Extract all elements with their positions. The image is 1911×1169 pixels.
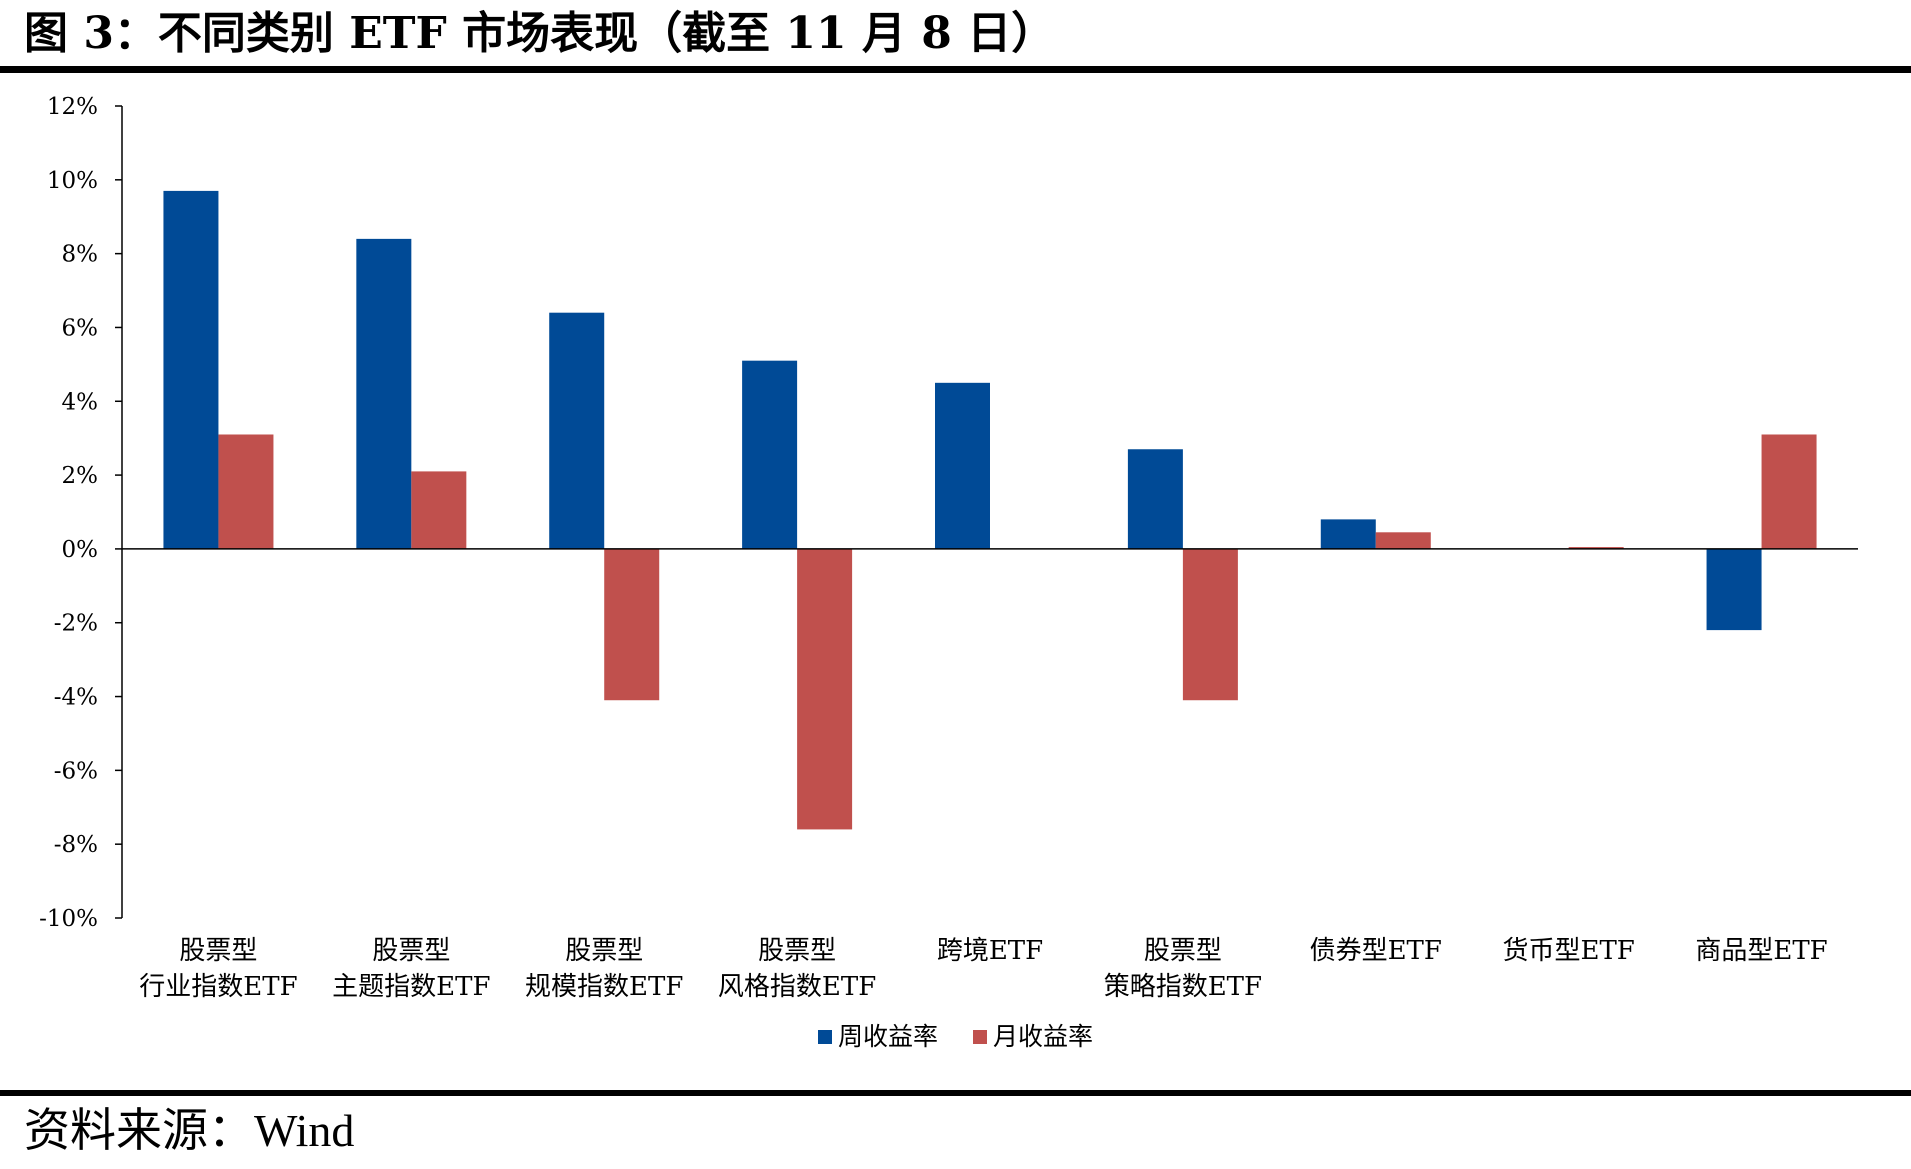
x-tick-label-1-2: 行业指数ETF <box>139 972 297 1002</box>
y-tick-label-9: -4% <box>54 685 98 711</box>
x-tick-label-3-1: 股票型 <box>565 936 643 966</box>
y-tick-label-12: -10% <box>39 906 98 932</box>
bar-weekly-9 <box>1706 548 1762 631</box>
legend: 周收益率 月收益率 <box>818 1022 1093 1051</box>
bar-monthly-8 <box>1568 547 1624 549</box>
x-tick-label-2-2: 主题指数ETF <box>332 972 490 1002</box>
source-value: Wind <box>254 1105 355 1156</box>
y-tick-label-4: 6% <box>62 315 99 341</box>
bar-weekly-3 <box>549 312 605 549</box>
y-tick-label-6: 2% <box>62 463 99 489</box>
y-tick-label-8: -2% <box>54 611 98 637</box>
x-tick-label-4-1: 股票型 <box>758 936 836 966</box>
x-tick-label-3-2: 规模指数ETF <box>525 972 683 1002</box>
bar-monthly-2 <box>411 471 467 549</box>
legend-label-weekly: 周收益率 <box>838 1022 938 1051</box>
x-tick-label-5-1: 跨境ETF <box>937 936 1043 966</box>
x-tick-label-2-1: 股票型 <box>372 936 450 966</box>
y-tick-label-1: 12% <box>47 94 98 120</box>
bar-monthly-9 <box>1761 434 1817 549</box>
bar-monthly-3 <box>604 548 660 701</box>
bar-weekly-4 <box>742 360 798 549</box>
y-tick-label-5: 4% <box>62 389 99 415</box>
bar-chart: 12% 10% 8% 6% 4% 2% 0% -2% -4% -6% -8% -10% 股票型行业指数… <box>39 94 1858 1051</box>
bar-monthly-1 <box>218 434 274 549</box>
bottom-rule <box>0 1090 1911 1096</box>
source-note: 资料来源：Wind <box>24 1100 354 1160</box>
bar-monthly-6 <box>1182 548 1238 701</box>
legend-swatch-weekly <box>818 1030 832 1044</box>
y-tick-label-7: 0% <box>62 537 99 563</box>
x-tick-label-6-2: 策略指数ETF <box>1104 972 1262 1002</box>
y-tick-label-3: 8% <box>62 242 99 268</box>
source-label: 资料来源： <box>24 1103 254 1157</box>
x-tick-label-8-1: 货币型ETF <box>1502 936 1634 966</box>
legend-swatch-monthly <box>973 1030 987 1044</box>
bar-weekly-2 <box>356 238 412 549</box>
bar-weekly-1 <box>163 190 219 549</box>
y-tick-label-10: -6% <box>54 758 98 784</box>
y-tick-labels: 12% 10% 8% 6% 4% 2% 0% -2% -4% -6% -8% -10% <box>39 94 98 932</box>
x-tick-label-7-1: 债券型ETF <box>1310 936 1442 966</box>
top-rule <box>0 66 1911 73</box>
bar-weekly-5 <box>935 382 990 549</box>
figure-caption: 图 3：不同类别 ETF 市场表现（截至 11 月 8 日） <box>24 8 1056 59</box>
y-tick-label-2: 10% <box>47 168 98 194</box>
axes <box>115 105 1858 919</box>
y-tick-label-11: -8% <box>54 832 98 858</box>
x-tick-label-9-1: 商品型ETF <box>1695 936 1827 966</box>
bar-weekly-6 <box>1127 449 1183 549</box>
x-tick-label-4-2: 风格指数ETF <box>718 972 876 1002</box>
bar-weekly-7 <box>1320 519 1376 549</box>
bar-monthly-4 <box>797 548 853 830</box>
x-tick-label-1-1: 股票型 <box>179 936 257 966</box>
legend-label-monthly: 月收益率 <box>993 1022 1093 1051</box>
bar-group <box>163 190 1817 830</box>
x-tick-label-6-1: 股票型 <box>1144 936 1222 966</box>
bar-monthly-7 <box>1375 532 1431 549</box>
